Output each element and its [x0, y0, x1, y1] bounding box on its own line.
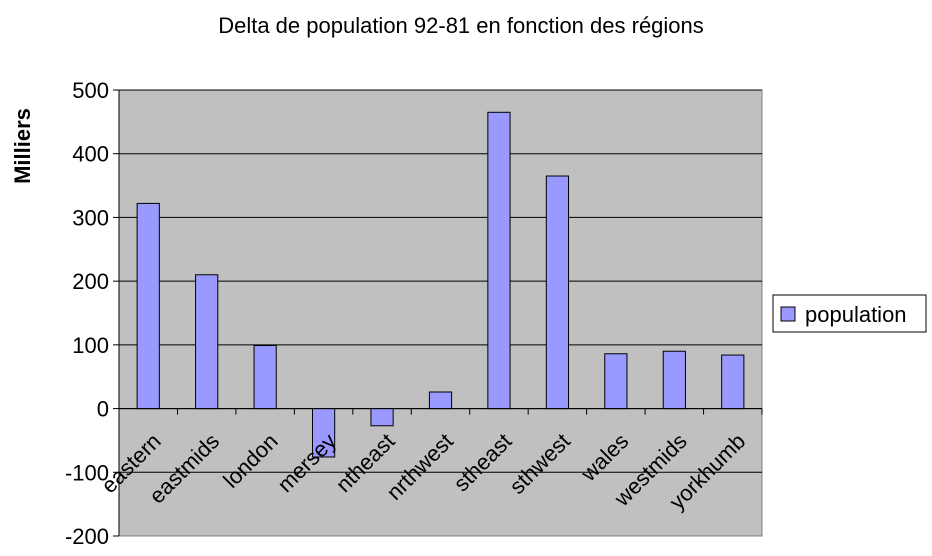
y-tick-label: 400	[72, 142, 109, 167]
y-tick-label: 300	[72, 205, 109, 230]
bar-ntheast	[370, 408, 394, 427]
bar-sthwest	[545, 175, 570, 410]
y-tick-label: 100	[72, 333, 109, 358]
chart-title: Delta de population 92-81 en fonction de…	[218, 13, 704, 38]
bar-stheast	[487, 111, 511, 410]
y-tick-label: 200	[72, 269, 109, 294]
axes	[113, 89, 763, 537]
plot-area	[118, 89, 763, 537]
y-tick-label: -100	[65, 460, 109, 485]
y-axis-label: Milliers	[10, 108, 35, 184]
y-tick-label: 500	[72, 78, 109, 103]
bar-eastmids	[195, 274, 219, 410]
y-tick-label: 0	[97, 397, 109, 422]
y-tick-label: -200	[65, 524, 109, 549]
bar-yorkhumb	[721, 354, 745, 410]
legend-box	[772, 294, 927, 333]
bar-eastern	[136, 202, 160, 410]
legend-swatch	[780, 306, 796, 322]
bar-london	[253, 344, 277, 410]
legend-label: population	[805, 302, 907, 327]
y-tick-labels: -200 -100 0 100 200 300 400 500	[65, 78, 109, 549]
bar-westmids	[662, 350, 686, 410]
bar-nrthwest	[428, 391, 453, 410]
legend: population	[772, 294, 927, 333]
bar-wales	[604, 353, 628, 410]
